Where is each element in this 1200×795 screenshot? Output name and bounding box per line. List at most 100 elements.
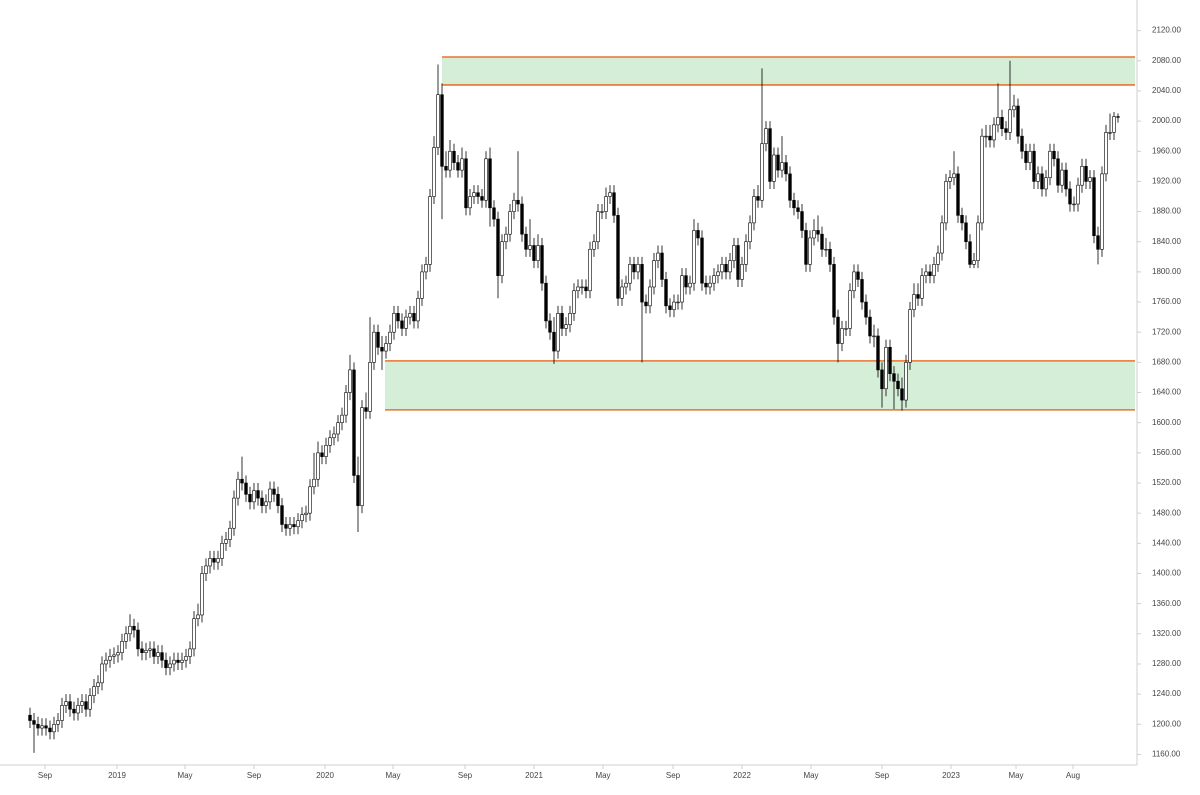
candle-body — [80, 701, 84, 706]
candle-body — [40, 725, 44, 729]
candle-body — [684, 275, 688, 288]
y-tick-label: 1680.00 — [1152, 357, 1181, 366]
candle-body — [876, 335, 880, 371]
candle-body — [296, 520, 300, 528]
y-tick-label: 1520.00 — [1152, 478, 1181, 487]
candle-body — [780, 162, 784, 171]
y-tick-label: 2080.00 — [1152, 56, 1181, 65]
candle-body — [456, 162, 460, 171]
candle-body — [904, 362, 908, 401]
candle-body — [644, 301, 648, 307]
x-tick-label: Sep — [666, 771, 681, 780]
candle-body — [524, 233, 528, 250]
candle-body — [744, 241, 748, 265]
candle-body — [652, 260, 656, 288]
candle-body — [1048, 150, 1052, 178]
candle-body — [596, 211, 600, 243]
candle-body — [320, 452, 324, 457]
y-tick-label: 2040.00 — [1152, 86, 1181, 95]
candle-body — [1044, 177, 1048, 190]
candle-body — [960, 215, 964, 224]
candle-body — [1004, 128, 1008, 133]
candle-body — [1000, 117, 1004, 129]
candle-body — [444, 166, 448, 171]
x-tick-label: Aug — [1066, 771, 1080, 780]
candle-body — [104, 659, 108, 665]
x-tick-label: 2019 — [108, 771, 126, 780]
candle-body — [1116, 116, 1120, 118]
candle-body — [376, 331, 380, 348]
candle-body — [556, 313, 560, 352]
candle-body — [984, 135, 988, 138]
y-tick-label: 1200.00 — [1152, 719, 1181, 728]
candle-body — [448, 150, 452, 171]
y-tick-label: 1920.00 — [1152, 177, 1181, 186]
candle-body — [568, 313, 572, 325]
candle-body — [512, 199, 516, 212]
candle-body — [976, 222, 980, 261]
candle-body — [404, 316, 408, 329]
candle-body — [768, 128, 772, 182]
candle-body — [804, 230, 808, 265]
candle-body — [260, 497, 264, 506]
y-tick-label: 1280.00 — [1152, 659, 1181, 668]
y-tick-label: 1480.00 — [1152, 508, 1181, 517]
candle-body — [988, 135, 992, 141]
candle-body — [624, 282, 628, 288]
candle-body — [1052, 150, 1056, 160]
candle-body — [164, 659, 168, 669]
candle-body — [560, 313, 564, 329]
candle-body — [276, 494, 280, 506]
candle-body — [532, 245, 536, 261]
candle-body — [460, 158, 464, 171]
candle-body — [440, 94, 444, 167]
candle-body — [244, 482, 248, 495]
candle-body — [496, 218, 500, 276]
candle-body — [144, 650, 148, 653]
candle-body — [1096, 235, 1100, 250]
candle-body — [228, 527, 232, 540]
candle-body — [872, 335, 876, 338]
candle-body — [1084, 166, 1088, 182]
candle-body — [312, 478, 316, 488]
candle-body — [208, 558, 212, 567]
candle-body — [348, 369, 352, 393]
candle-body — [900, 388, 904, 401]
candle-body — [580, 286, 584, 289]
candle-body — [824, 248, 828, 251]
candle-body — [968, 241, 972, 265]
candle-body — [344, 392, 348, 416]
candle-body — [1108, 132, 1112, 134]
candle-body — [740, 264, 744, 280]
candle-body — [832, 264, 836, 318]
candle-body — [480, 196, 484, 201]
candle-body — [796, 207, 800, 212]
candle-body — [1008, 109, 1012, 133]
candle-body — [940, 222, 944, 254]
candle-body — [56, 720, 60, 725]
candle-body — [888, 346, 892, 374]
candle-body — [1024, 150, 1028, 163]
candle-body — [1068, 188, 1072, 205]
candle-body — [948, 177, 952, 182]
candle-body — [1072, 203, 1076, 206]
candle-body — [352, 369, 356, 476]
candle-body — [284, 524, 288, 529]
candle-body — [912, 294, 916, 310]
candle-body — [60, 705, 64, 721]
candle-body — [636, 264, 640, 273]
candle-body — [488, 158, 492, 209]
y-tick-label: 1760.00 — [1152, 297, 1181, 306]
candle-body — [1060, 169, 1064, 186]
candle-body — [1112, 116, 1116, 133]
candle-body — [364, 407, 368, 412]
y-tick-label: 2120.00 — [1152, 26, 1181, 35]
candle-body — [792, 199, 796, 209]
candle-body — [752, 196, 756, 224]
candle-body — [704, 282, 708, 288]
y-tick-label: 1320.00 — [1152, 629, 1181, 638]
candle-body — [952, 173, 956, 178]
candle-body — [392, 313, 396, 333]
candle-body — [868, 316, 872, 337]
